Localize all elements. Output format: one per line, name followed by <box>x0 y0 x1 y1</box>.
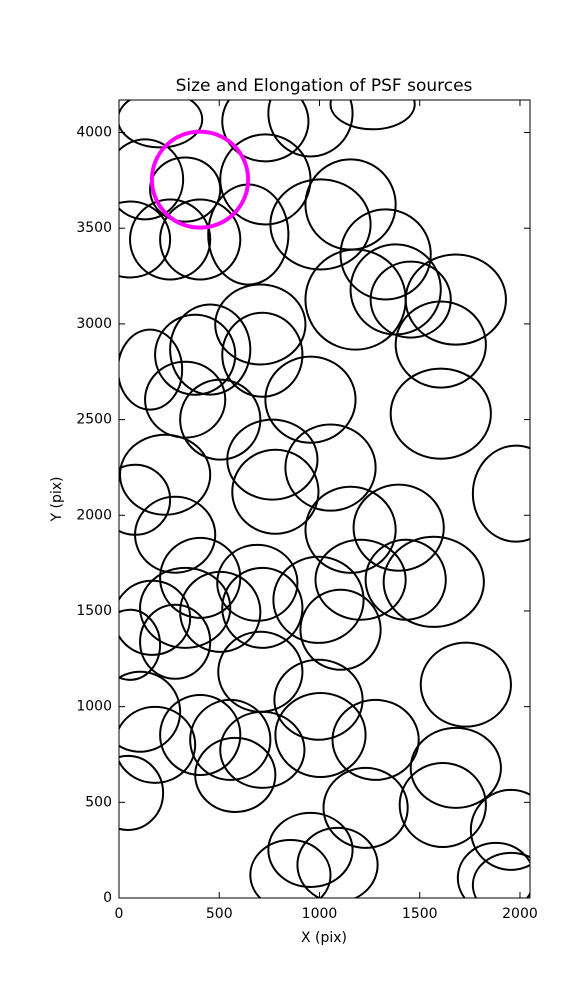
psf-ellipse <box>339 208 432 301</box>
psf-ellipse <box>471 444 530 543</box>
psf-ellipse <box>119 608 162 681</box>
psf-ellipse <box>139 566 232 649</box>
y-tick-label: 2500 <box>76 412 112 428</box>
psf-ellipse <box>299 588 382 671</box>
psf-ellipse <box>214 283 307 366</box>
plot-area <box>119 100 530 898</box>
x-tick-label: 1000 <box>302 906 338 922</box>
psf-ellipse <box>394 300 487 389</box>
psf-ellipse <box>119 754 165 831</box>
psf-ellipse <box>169 303 252 396</box>
y-tick-label: 3000 <box>76 316 112 332</box>
psf-ellipse <box>267 100 354 158</box>
x-tick-label: 0 <box>115 906 124 922</box>
psf-ellipse <box>284 423 377 512</box>
psf-ellipse <box>119 138 185 221</box>
psf-ellipse <box>296 826 379 898</box>
psf-ellipse <box>119 579 192 656</box>
psf-ellipse <box>226 418 319 501</box>
x-tick-label: 500 <box>206 906 233 922</box>
psf-ellipse <box>139 603 212 680</box>
psf-ellipse <box>469 788 530 871</box>
psf-ellipse <box>179 570 262 653</box>
y-tick-label: 0 <box>103 890 112 906</box>
psf-ellipse <box>304 485 397 574</box>
psf-ellipse <box>471 851 530 898</box>
psf-ellipse <box>264 355 357 444</box>
psf-ellipse <box>216 543 299 622</box>
chart-title: Size and Elongation of PSF sources <box>176 76 473 96</box>
psf-ellipse <box>134 495 217 574</box>
x-tick-label: 1500 <box>402 906 438 922</box>
psf-ellipse <box>219 710 306 789</box>
psf-ellipse <box>352 483 445 572</box>
y-axis-label: Y (pix) <box>49 477 65 523</box>
y-tick-label: 2000 <box>76 507 112 523</box>
psf-ellipse <box>322 766 409 849</box>
psf-ellipse <box>331 698 420 781</box>
psf-ellipse <box>221 100 310 163</box>
y-tick-label: 4000 <box>76 125 112 141</box>
psf-ellipse <box>129 198 212 281</box>
psf-ellipse <box>179 378 262 461</box>
psf-ellipse <box>119 100 204 149</box>
psf-ellipse <box>269 178 372 271</box>
psf-ellipse <box>149 156 222 223</box>
psf-ellipse <box>119 705 197 784</box>
psf-ellipse <box>389 367 492 460</box>
psf-ellipse <box>329 100 416 131</box>
psf-ellipse <box>119 433 212 516</box>
psf-ellipse <box>149 129 251 230</box>
psf-ellipse <box>159 693 242 776</box>
y-tick-label: 500 <box>85 794 112 810</box>
x-axis-label: X (pix) <box>301 930 347 946</box>
psf-ellipse <box>221 311 304 398</box>
psf-ellipse <box>409 726 502 809</box>
psf-ellipse <box>249 839 332 898</box>
psf-ellipse <box>314 538 407 621</box>
x-tick-label: 2000 <box>502 906 538 922</box>
psf-ellipse <box>456 841 530 898</box>
psf-ellipse <box>194 736 277 813</box>
psf-ellipse <box>304 248 407 351</box>
psf-ellipse <box>272 555 365 644</box>
psf-ellipse <box>119 328 184 411</box>
psf-ellipse <box>267 811 354 888</box>
psf-ellipse <box>154 313 237 396</box>
psf-ellipse <box>419 641 512 728</box>
psf-ellipse <box>382 535 485 628</box>
psf-ellipse <box>159 198 242 281</box>
psf-ellipse <box>231 448 320 535</box>
axes-frame <box>118 99 531 899</box>
psf-ellipse <box>398 761 487 849</box>
psf-ellipse <box>273 658 364 741</box>
psf-ellipse <box>274 691 367 778</box>
y-tick-label: 3500 <box>76 220 112 236</box>
psf-ellipse <box>189 698 272 781</box>
psf-ellipse <box>369 260 452 339</box>
psf-ellipse <box>119 200 172 279</box>
psf-ellipse <box>119 670 182 753</box>
psf-ellipse <box>221 566 304 649</box>
y-tick-label: 1500 <box>76 603 112 619</box>
y-tick-label: 1000 <box>76 699 112 715</box>
